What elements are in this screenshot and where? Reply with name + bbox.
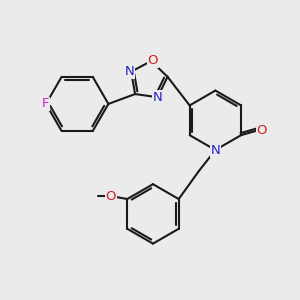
Text: N: N [211, 144, 220, 157]
Text: O: O [257, 124, 267, 137]
Text: F: F [42, 98, 49, 110]
Text: N: N [153, 91, 163, 104]
Text: O: O [106, 190, 116, 202]
Text: O: O [147, 54, 158, 67]
Text: N: N [125, 65, 134, 78]
